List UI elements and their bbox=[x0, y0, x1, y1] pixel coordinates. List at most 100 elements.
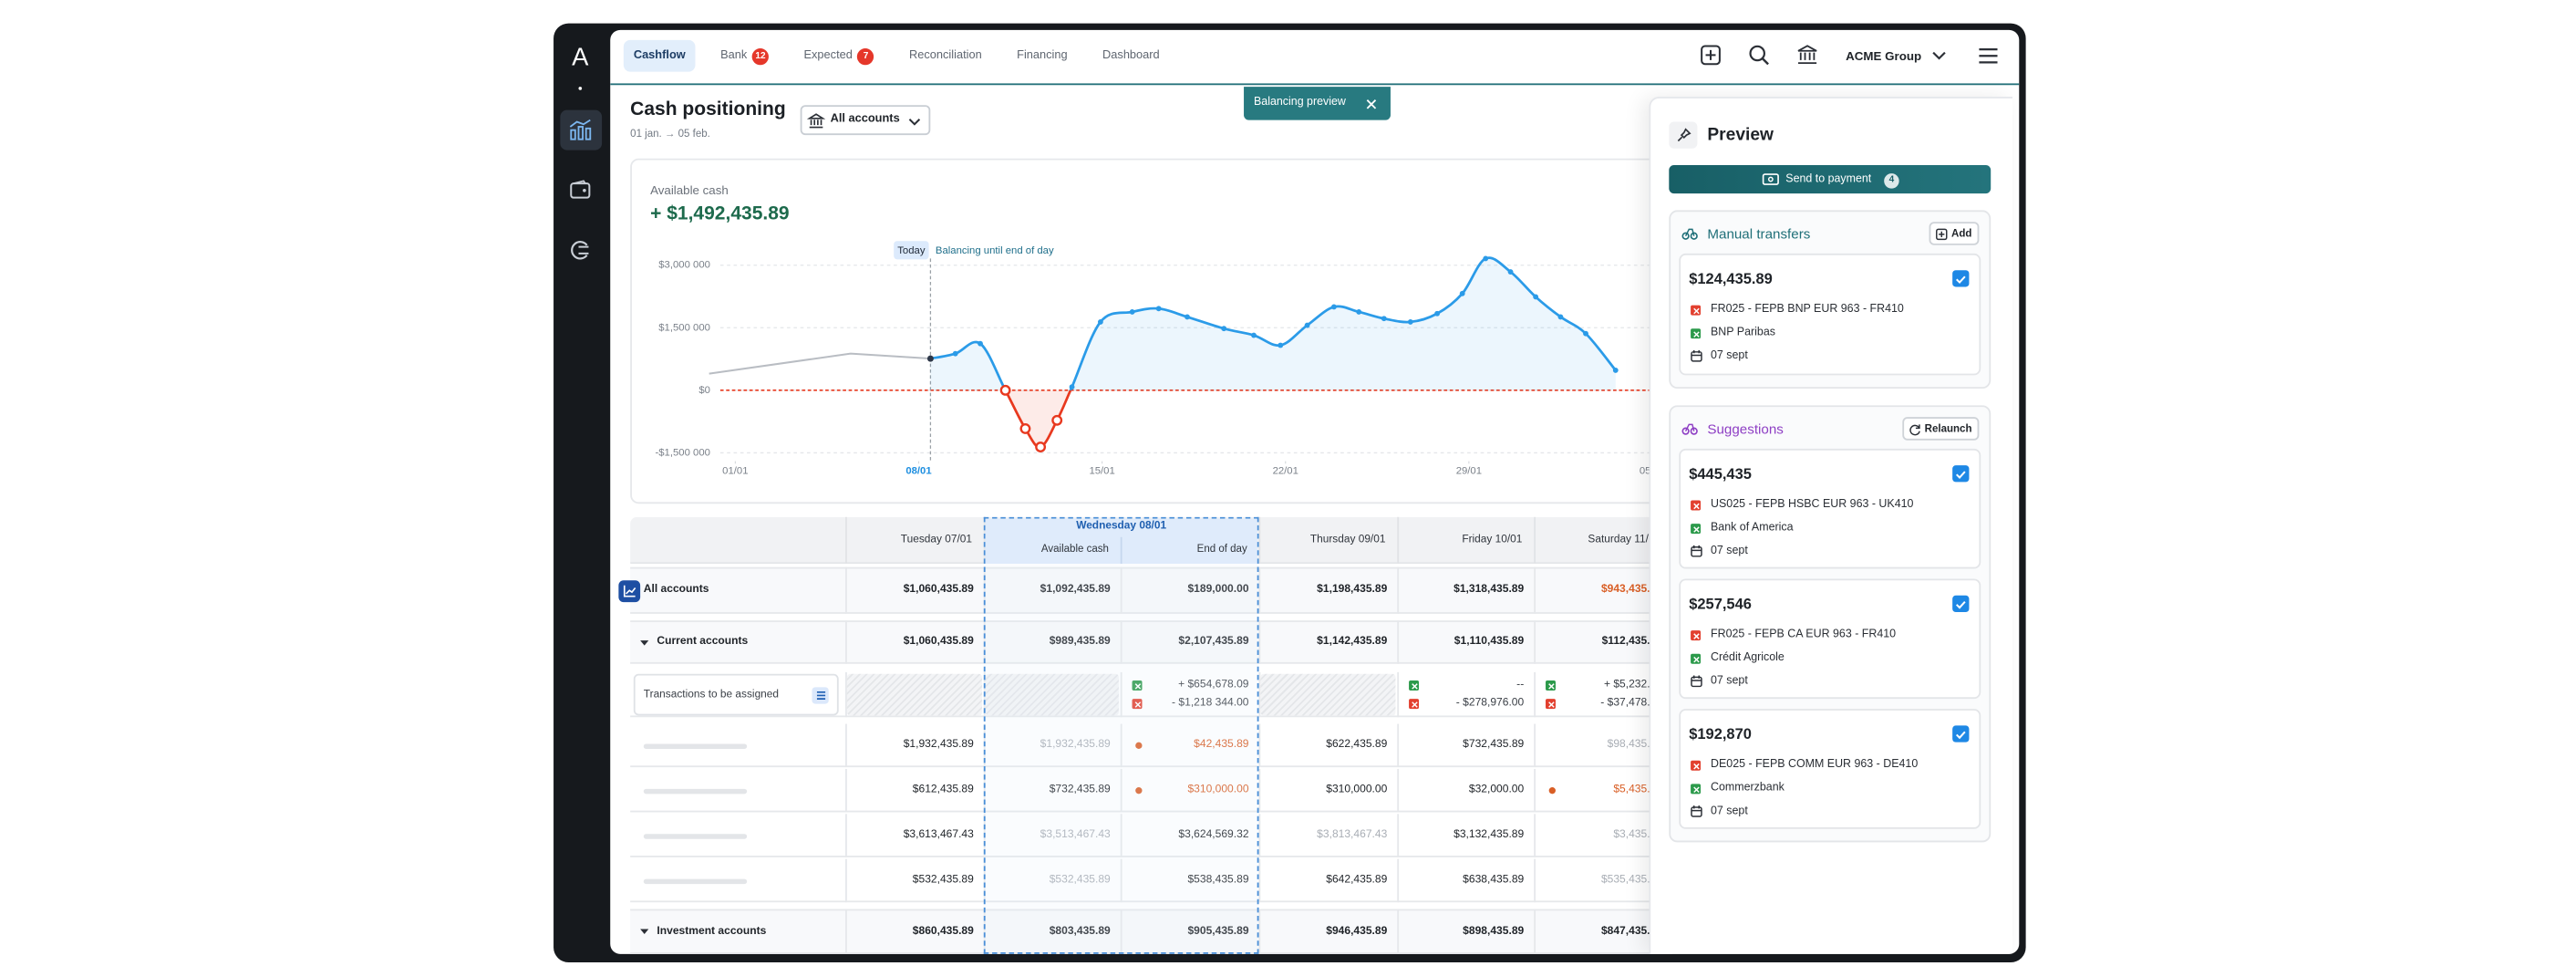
icon-wallet[interactable] bbox=[570, 180, 591, 199]
cell-value: $310,000.00 bbox=[1187, 784, 1249, 796]
cell-divider bbox=[1534, 909, 1536, 954]
nav-tab-label: Reconciliation bbox=[909, 49, 982, 62]
transfer-bank: Crédit Agricole bbox=[1711, 651, 1785, 664]
page-title: Cash positioning bbox=[630, 99, 786, 120]
send-button[interactable] bbox=[1669, 165, 1991, 194]
transfer-reference: FR025 - FEPB BNP EUR 963 - FR410 bbox=[1711, 303, 1904, 316]
header-col-divider bbox=[845, 516, 847, 565]
section-action[interactable]: Add bbox=[1929, 222, 1980, 245]
section-action[interactable]: Relaunch bbox=[1902, 417, 1980, 441]
cell-divider bbox=[1397, 768, 1400, 813]
cell-value: $612,435.89 bbox=[912, 784, 974, 796]
table-row bbox=[630, 723, 1672, 768]
nav-tab[interactable]: Dashboard bbox=[1092, 40, 1170, 72]
transfer-bank: Bank of America bbox=[1711, 522, 1794, 535]
cell-outflow: - $278,976.00 bbox=[1455, 697, 1525, 710]
nav-tab[interactable]: Reconciliation bbox=[899, 40, 992, 72]
icon-chevron[interactable] bbox=[1932, 51, 1946, 60]
section-action-label: Add bbox=[1951, 227, 1972, 240]
icon-part bbox=[1936, 227, 1949, 240]
nav-tab[interactable]: Expected 7 bbox=[794, 40, 885, 72]
icon-part bbox=[1692, 632, 1699, 639]
icon-bank[interactable] bbox=[1797, 45, 1817, 65]
icon-chart[interactable] bbox=[569, 119, 592, 140]
icon-part bbox=[1767, 176, 1774, 182]
toast bbox=[1244, 87, 1391, 120]
main-panel: Cashflow Bank 12 Expected 7 Reconciliation Fin… bbox=[610, 29, 2020, 954]
cell-value: $989,435.89 bbox=[1049, 635, 1111, 648]
cell-value: $732,435.89 bbox=[1463, 739, 1525, 751]
transfer-date: 07 sept bbox=[1711, 349, 1748, 361]
icon-add[interactable] bbox=[1701, 45, 1721, 66]
transfer-reference: US025 - FEPB HSBC EUR 963 - UK410 bbox=[1711, 498, 1914, 511]
column-subheader: End of day bbox=[1196, 543, 1247, 555]
cell-divider bbox=[845, 909, 847, 954]
icon-calendar bbox=[1691, 349, 1702, 362]
page-period: 01 jan. → 05 feb. bbox=[630, 127, 710, 140]
cell-divider bbox=[1534, 723, 1536, 768]
nav-tab[interactable]: Cashflow bbox=[623, 39, 696, 72]
checkbox[interactable] bbox=[1952, 465, 1970, 483]
cell-divider bbox=[1120, 671, 1122, 718]
checkbox[interactable] bbox=[1952, 270, 1970, 287]
cell-divider bbox=[1258, 671, 1261, 718]
section-action-label: Relaunch bbox=[1924, 422, 1972, 435]
section-icon bbox=[1681, 228, 1697, 240]
org-name[interactable]: ACME Group bbox=[1846, 47, 1922, 63]
row-label-placeholder bbox=[643, 833, 748, 838]
icon-part bbox=[1692, 330, 1699, 337]
table-row bbox=[630, 768, 1672, 813]
checkbox-mark bbox=[1956, 470, 1966, 479]
icon-calendar bbox=[1691, 805, 1702, 817]
icon-search[interactable] bbox=[1749, 45, 1769, 66]
icon-menu[interactable] bbox=[1979, 48, 1998, 64]
checkbox[interactable] bbox=[1952, 725, 1970, 743]
logo-dot bbox=[578, 87, 583, 90]
sidebar-active[interactable] bbox=[560, 109, 603, 151]
account-dropdown-label: All accounts bbox=[830, 113, 900, 126]
icon-part bbox=[1797, 45, 1817, 52]
icon-part bbox=[1689, 427, 1697, 435]
icon-exchange[interactable] bbox=[570, 240, 590, 260]
transfer-amount: $257,546 bbox=[1689, 594, 1752, 612]
icon-part bbox=[1547, 701, 1554, 707]
nav-tab-label: Financing bbox=[1017, 49, 1068, 62]
nav-tab-label: Dashboard bbox=[1102, 49, 1160, 62]
cell-divider bbox=[1397, 909, 1400, 954]
icon-part bbox=[570, 182, 591, 199]
cell-divider bbox=[1534, 671, 1536, 718]
nav-tab[interactable]: Financing bbox=[1007, 40, 1077, 72]
icon-part bbox=[1701, 45, 1721, 66]
flow-icon-mark bbox=[1692, 525, 1699, 532]
cell-divider bbox=[1120, 723, 1122, 768]
cell-divider bbox=[1258, 566, 1261, 614]
nav-tab[interactable]: Bank 12 bbox=[710, 40, 779, 72]
alert-dot bbox=[1135, 787, 1143, 795]
cell-divider bbox=[1534, 858, 1536, 903]
icon-pin bbox=[1676, 128, 1691, 142]
hatched-cell bbox=[985, 673, 1119, 716]
flow-icon-mark bbox=[1547, 682, 1554, 689]
transfer-amount: $124,435.89 bbox=[1689, 269, 1773, 286]
flow-icon-mark bbox=[1692, 655, 1699, 662]
cell-divider bbox=[1258, 858, 1261, 903]
cell-divider bbox=[845, 620, 847, 664]
row-label-placeholder bbox=[643, 787, 748, 794]
cell-divider bbox=[1258, 723, 1261, 768]
icon-part bbox=[1547, 682, 1554, 689]
transfer-item bbox=[1679, 448, 1981, 569]
nav-tab-label: Expected bbox=[803, 49, 853, 62]
icon-part bbox=[1956, 600, 1966, 608]
toast-close[interactable] bbox=[1366, 99, 1377, 109]
icon-part bbox=[908, 118, 921, 125]
icon-part bbox=[1691, 349, 1702, 357]
icon-part bbox=[1133, 701, 1141, 707]
account-dropdown[interactable] bbox=[800, 105, 931, 136]
cell-value: $1,198,435.89 bbox=[1317, 583, 1388, 596]
cell-divider bbox=[845, 858, 847, 903]
pin-button[interactable] bbox=[1669, 121, 1698, 149]
cell-value: $3,132,435.89 bbox=[1454, 828, 1525, 841]
cell-value: $3,624,569.32 bbox=[1178, 828, 1249, 841]
checkbox[interactable] bbox=[1952, 595, 1970, 613]
flow-icon-mark bbox=[1692, 763, 1699, 769]
